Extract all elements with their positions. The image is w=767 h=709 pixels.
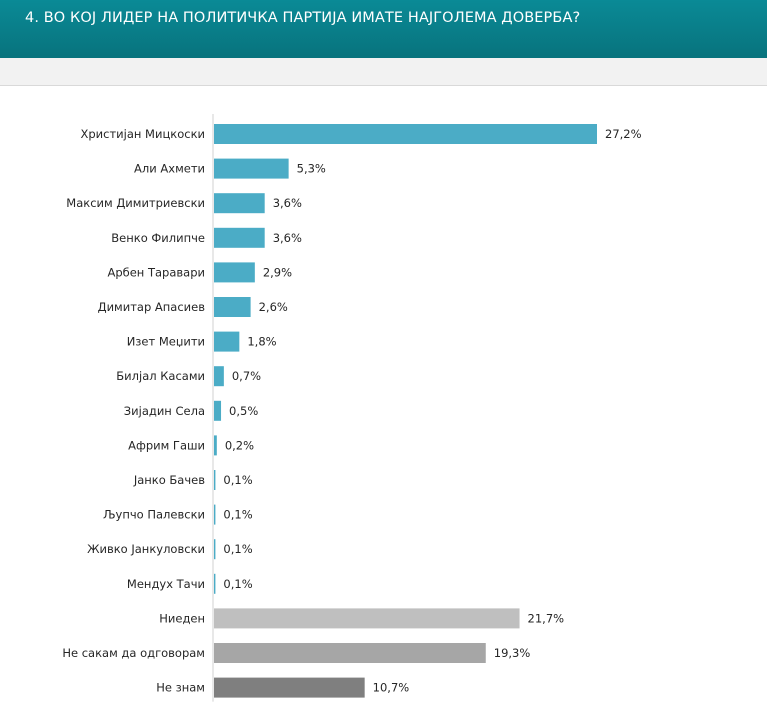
category-label: Максим Димитриевски [66, 196, 205, 210]
data-label: 5,3% [297, 162, 326, 176]
bar [214, 331, 240, 352]
bars-group: Христијан Мицкоски 27,2% Али Ахмети 5,3% Мак… [62, 124, 642, 698]
data-label: 2,6% [259, 300, 288, 314]
data-label: 1,8% [247, 335, 276, 349]
category-label: Арбен Таравари [107, 265, 205, 279]
data-label: 3,6% [273, 231, 302, 245]
data-label: 0,7% [232, 369, 261, 383]
data-label: 27,2% [605, 127, 642, 141]
bar [214, 400, 222, 421]
category-label: Зијадин Села [124, 404, 205, 418]
bar [214, 643, 486, 663]
bar [214, 193, 265, 214]
bar [214, 124, 597, 144]
bar [214, 573, 216, 594]
category-label: Не сакам да одговорам [62, 646, 205, 660]
page-title: 4. ВО КОЈ ЛИДЕР НА ПОЛИТИЧКА ПАРТИЈА ИМА… [25, 10, 581, 26]
bar [214, 158, 289, 179]
data-label: 0,1% [223, 508, 252, 522]
data-label: 19,3% [494, 646, 531, 660]
bar [214, 470, 216, 490]
category-label: Љупчо Палевски [103, 508, 205, 522]
bar [214, 608, 520, 629]
data-label: 0,1% [223, 473, 252, 487]
bar [214, 227, 265, 248]
category-label: Не знам [156, 681, 205, 695]
header-bar: 4. ВО КОЈ ЛИДЕР НА ПОЛИТИЧКА ПАРТИЈА ИМА… [0, 0, 767, 58]
category-label: Јанко Бачев [133, 473, 205, 487]
category-label: Изет Меџити [127, 335, 205, 349]
bar [214, 435, 217, 456]
category-label: Билјал Касами [116, 369, 205, 383]
category-label: Ниеден [159, 611, 205, 625]
category-label: Венко Филипче [111, 231, 205, 245]
bar [214, 677, 365, 698]
bar [214, 539, 216, 560]
data-label: 0,1% [223, 577, 252, 591]
category-label: Али Ахмети [134, 162, 205, 176]
bar [214, 366, 224, 387]
category-label: Живко Јанкуловски [87, 542, 205, 556]
data-label: 3,6% [273, 196, 302, 210]
category-label: Мендух Тачи [127, 577, 205, 591]
category-label: Африм Гаши [128, 438, 205, 452]
data-label: 21,7% [528, 611, 565, 625]
data-label: 2,9% [263, 265, 292, 279]
category-label: Христијан Мицкоски [80, 127, 205, 141]
bar-chart: Христијан Мицкоски 27,2% Али Ахмети 5,3% Мак… [62, 114, 642, 702]
toolbar-strip [0, 58, 767, 86]
category-label: Димитар Апасиев [98, 300, 206, 314]
data-label: 0,2% [225, 438, 254, 452]
bar [214, 262, 255, 283]
data-label: 0,1% [223, 542, 252, 556]
bar [214, 297, 251, 317]
bar [214, 504, 216, 525]
data-label: 10,7% [373, 681, 410, 695]
data-label: 0,5% [229, 404, 258, 418]
